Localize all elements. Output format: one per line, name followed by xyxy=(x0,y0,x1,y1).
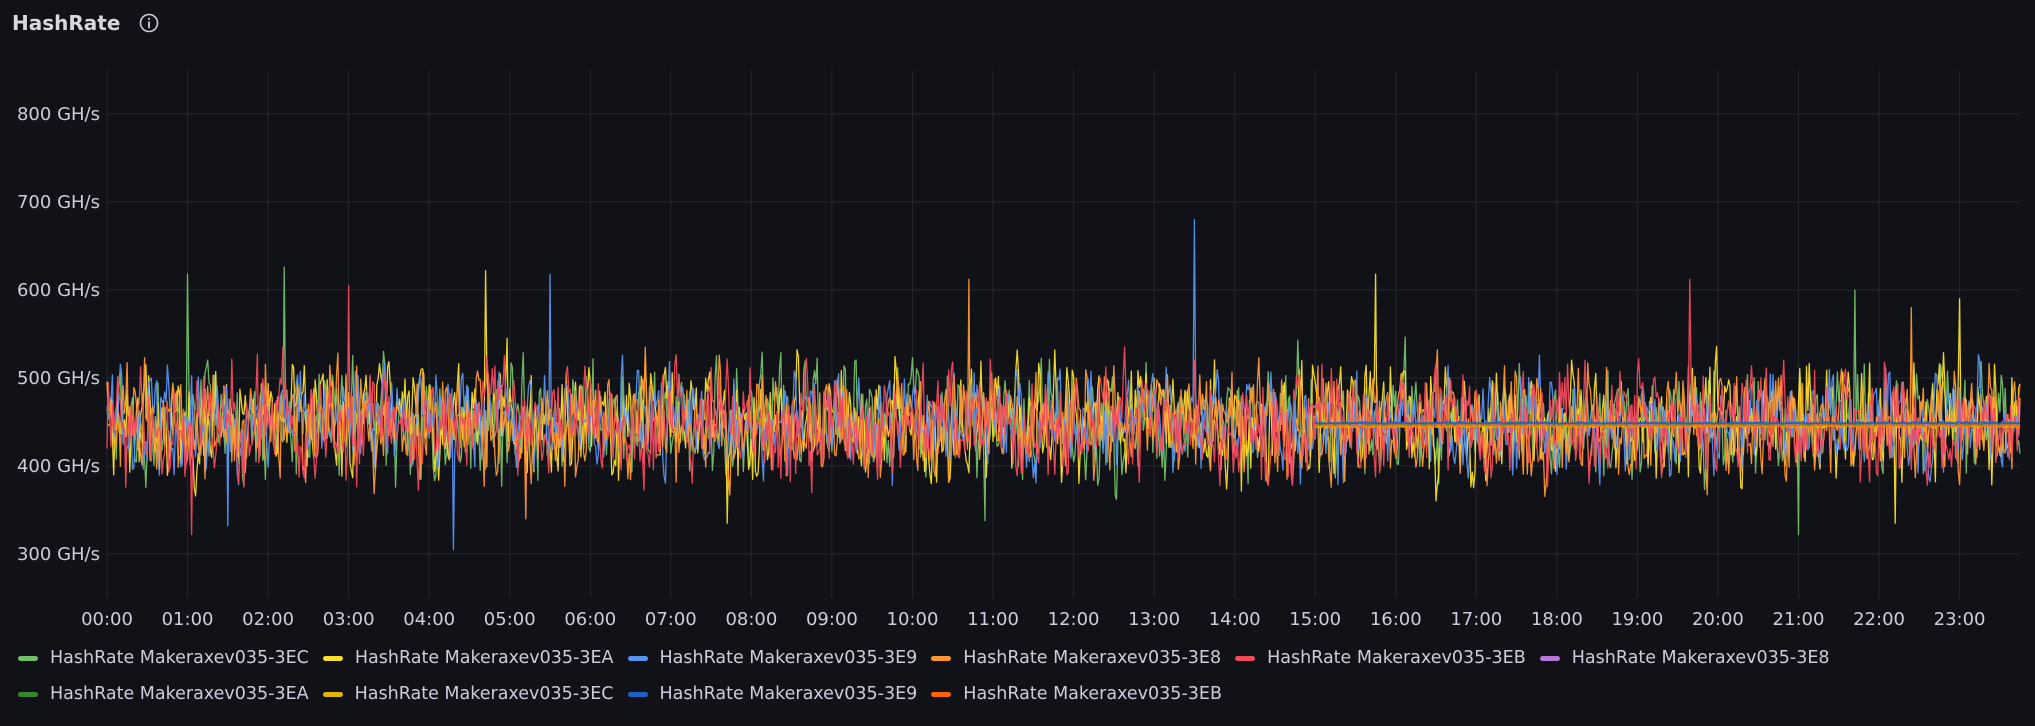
legend-item[interactable]: HashRate Makeraxev035-3EB xyxy=(1235,648,1526,668)
x-tick-label: 21:00 xyxy=(1773,609,1825,630)
x-tick-label: 20:00 xyxy=(1692,609,1744,630)
legend-swatch xyxy=(322,655,343,661)
y-tick-label: 800 GH/s xyxy=(17,104,100,125)
x-tick-label: 17:00 xyxy=(1450,609,1502,630)
x-tick-label: 01:00 xyxy=(162,609,214,630)
x-tick-label: 19:00 xyxy=(1611,609,1663,630)
x-tick-label: 03:00 xyxy=(323,609,375,630)
legend-swatch xyxy=(627,691,648,697)
legend-item[interactable]: HashRate Makeraxev035-3EC xyxy=(322,684,614,704)
legend-item[interactable]: HashRate Makeraxev035-3E9 xyxy=(627,648,918,668)
legend-swatch xyxy=(931,655,952,661)
x-tick-label: 05:00 xyxy=(484,609,536,630)
legend-item[interactable]: HashRate Makeraxev035-3EB xyxy=(931,684,1222,704)
x-tick-label: 15:00 xyxy=(1289,609,1341,630)
legend-label: HashRate Makeraxev035-3E9 xyxy=(659,648,918,668)
x-tick-label: 16:00 xyxy=(1370,609,1422,630)
legend-swatch xyxy=(627,655,648,661)
legend-swatch xyxy=(1235,655,1256,661)
info-circle-icon[interactable] xyxy=(138,12,160,34)
legend-label: HashRate Makeraxev035-3EC xyxy=(354,684,614,704)
x-tick-label: 07:00 xyxy=(645,609,697,630)
legend-label: HashRate Makeraxev035-3EA xyxy=(50,684,309,704)
x-tick-label: 11:00 xyxy=(967,609,1019,630)
y-tick-label: 600 GH/s xyxy=(17,280,100,301)
legend-item[interactable]: HashRate Makeraxev035-3E8 xyxy=(931,648,1221,668)
y-tick-label: 700 GH/s xyxy=(17,192,100,213)
series-line[interactable] xyxy=(1315,422,2021,426)
legend-row: HashRate Makeraxev035-3EA HashRate Makera… xyxy=(18,676,2018,712)
x-tick-label: 18:00 xyxy=(1531,609,1583,630)
x-tick-label: 06:00 xyxy=(564,609,616,630)
chart-legend: HashRate Makeraxev035-3EC HashRate Makera… xyxy=(18,640,2018,712)
legend-swatch xyxy=(18,691,38,697)
series-line[interactable] xyxy=(1314,423,2021,428)
legend-label: HashRate Makeraxev035-3E9 xyxy=(659,684,918,704)
legend-swatch xyxy=(18,655,38,661)
series-line[interactable] xyxy=(106,278,2021,536)
legend-item[interactable]: HashRate Makeraxev035-3E8 xyxy=(1539,648,1830,668)
legend-label: HashRate Makeraxev035-3EC xyxy=(50,648,309,668)
panel-header: HashRate xyxy=(12,8,160,38)
x-tick-label: 13:00 xyxy=(1128,609,1180,630)
x-tick-label: 23:00 xyxy=(1934,609,1986,630)
x-tick-label: 12:00 xyxy=(1048,609,1100,630)
legend-item[interactable]: HashRate Makeraxev035-3EA xyxy=(18,684,309,704)
panel-title: HashRate xyxy=(12,11,121,35)
x-tick-label: 04:00 xyxy=(403,609,455,630)
legend-label: HashRate Makeraxev035-3E8 xyxy=(963,648,1222,668)
legend-label: HashRate Makeraxev035-3E8 xyxy=(1571,648,1830,668)
legend-label: HashRate Makeraxev035-3EA xyxy=(354,648,614,668)
x-tick-label: 09:00 xyxy=(806,609,858,630)
legend-label: HashRate Makeraxev035-3EB xyxy=(1267,648,1526,668)
x-tick-label: 08:00 xyxy=(725,609,777,630)
series-line[interactable] xyxy=(1314,421,2021,425)
hashrate-line-chart[interactable]: 300 GH/s 400 GH/s 500 GH/s 600 GH/s 700 GH/s… xyxy=(0,0,2035,640)
series-line[interactable] xyxy=(106,218,2021,551)
legend-item[interactable]: HashRate Makeraxev035-3EC xyxy=(18,648,309,668)
y-tick-label: 300 GH/s xyxy=(17,544,100,565)
legend-label: HashRate Makeraxev035-3EB xyxy=(963,684,1222,704)
legend-swatch xyxy=(322,691,343,697)
y-tick-label: 500 GH/s xyxy=(17,368,100,389)
legend-row: HashRate Makeraxev035-3EC HashRate Makera… xyxy=(18,640,2018,676)
x-tick-label: 22:00 xyxy=(1853,609,1905,630)
legend-swatch xyxy=(931,691,952,697)
x-tick-label: 10:00 xyxy=(887,609,939,630)
legend-item[interactable]: HashRate Makeraxev035-3EA xyxy=(322,648,614,668)
legend-item[interactable]: HashRate Makeraxev035-3E9 xyxy=(627,684,918,704)
y-tick-label: 400 GH/s xyxy=(17,456,100,477)
legend-swatch xyxy=(1539,655,1560,661)
x-tick-label: 14:00 xyxy=(1209,609,1261,630)
x-tick-label: 00:00 xyxy=(81,609,133,630)
x-tick-label: 02:00 xyxy=(242,609,294,630)
